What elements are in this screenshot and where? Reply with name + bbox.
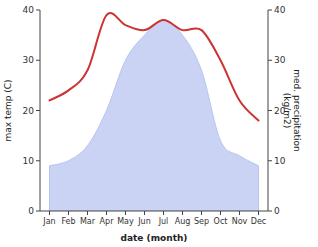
x-tick: [106, 211, 107, 215]
y-axis-label: max temp (C): [3, 79, 13, 141]
x-tick: [144, 211, 145, 215]
x-tick-label: Mar: [80, 217, 96, 226]
x-tick: [163, 211, 164, 215]
x-tick: [239, 211, 240, 215]
y-tick-label: 10: [23, 156, 35, 166]
x-tick: [125, 211, 126, 215]
x-tick: [258, 211, 259, 215]
y-tick-label: 20: [23, 106, 35, 116]
y-tick: [36, 60, 40, 61]
temperature-line: [50, 13, 259, 121]
plot-area: [50, 13, 259, 211]
y2-tick: [268, 160, 272, 161]
x-tick-label: Sep: [194, 217, 209, 226]
x-tick: [220, 211, 221, 215]
x-tick-label: Oct: [214, 217, 228, 226]
y2-tick-label: 10: [274, 156, 286, 166]
precipitation-area: [50, 20, 259, 211]
x-tick: [49, 211, 50, 215]
y-tick-label: 0: [28, 206, 34, 216]
x-tick-label: May: [117, 217, 134, 226]
y2-tick: [268, 110, 272, 111]
x-tick-label: Jul: [158, 217, 169, 226]
y2-tick: [268, 60, 272, 61]
y2-tick-label: 30: [274, 55, 286, 65]
x-tick-label: Feb: [61, 217, 75, 226]
x-tick-label: Nov: [232, 217, 248, 226]
x-axis: [40, 211, 268, 212]
x-tick: [182, 211, 183, 215]
x-tick-label: Jun: [137, 217, 151, 226]
y-tick-label: 30: [23, 55, 35, 65]
x-tick-label: Dec: [251, 217, 266, 226]
y2-tick: [268, 211, 272, 212]
y2-tick: [268, 10, 272, 11]
y2-tick-label: 0: [274, 206, 280, 216]
y2-axis-label: med. precipitation(kg/m2): [282, 69, 302, 151]
y-tick: [36, 211, 40, 212]
x-tick-label: Jan: [42, 217, 55, 226]
y-tick: [36, 110, 40, 111]
y2-tick-label: 40: [274, 5, 286, 15]
x-tick-label: Aug: [175, 217, 191, 226]
x-tick: [68, 211, 69, 215]
y-tick-label: 40: [23, 5, 35, 15]
chart: 010203040010203040JanFebMarAprMayJunJulA…: [0, 0, 318, 247]
x-axis-label: date (month): [121, 233, 188, 243]
x-tick-label: Apr: [100, 217, 115, 226]
x-tick: [201, 211, 202, 215]
x-tick: [87, 211, 88, 215]
y-tick: [36, 160, 40, 161]
y-tick: [36, 10, 40, 11]
